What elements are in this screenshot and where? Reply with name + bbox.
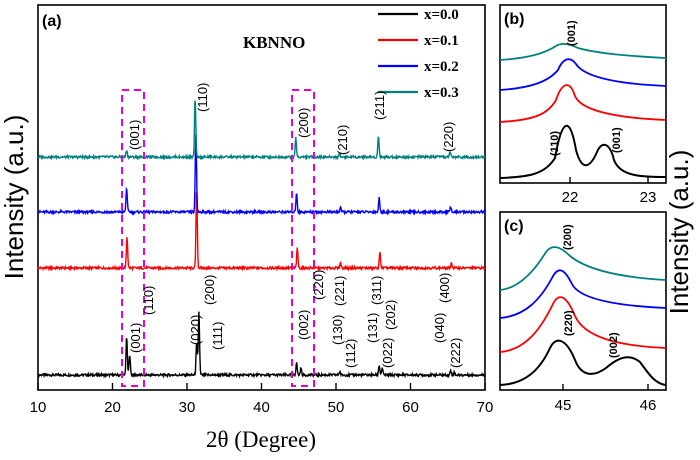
panel-a-ticklabel-50: 50: [328, 399, 345, 416]
highlight-box-001: [121, 89, 145, 387]
panel-a-title: KBNNO: [243, 33, 305, 52]
panel-c-hkl-200: (200): [562, 224, 574, 250]
panel-b-hkl-001: (001): [611, 127, 623, 153]
panel-c-curve-x03: [499, 246, 667, 291]
panel-b-ticklabel-22: 22: [562, 189, 579, 206]
panel-a-label: (a): [42, 13, 62, 30]
panel-a-ticklabel-30: 30: [179, 399, 196, 416]
panel-a-ticklabel-70: 70: [477, 399, 494, 416]
hkl-bottom-131: (131): [365, 313, 380, 343]
hkl-bottom-130: (130): [330, 315, 345, 345]
hkl-top-110: (110): [195, 83, 210, 112]
legend-label-x03: x=0.3: [424, 85, 459, 101]
panel-a-xaxis: 10 20 30 40 50 60 70: [30, 383, 494, 416]
panel-b-frame: [499, 4, 667, 184]
hkl-top-210: (210): [335, 125, 350, 155]
hkl-bottom-110: (110): [141, 286, 156, 315]
legend-label-x02: x=0.2: [424, 59, 459, 75]
panel-b-curve-x02: [499, 58, 667, 91]
hkl-top-211: (211): [372, 91, 387, 120]
panel-c-curve-x00: [499, 339, 667, 386]
panel-a-curve-x02: [37, 133, 486, 216]
panel-a-ticklabel-40: 40: [253, 399, 270, 416]
hkl-bottom-200: (200): [202, 275, 217, 305]
hkl-bottom-112: (112): [343, 339, 358, 368]
panel-c-hkl-002: (002): [608, 332, 620, 358]
panel-b-label: (b): [504, 11, 524, 28]
hkl-bottom-002: (002): [296, 310, 311, 340]
panel-c-hkl-220: (220): [563, 310, 575, 336]
highlight-box-200: [291, 89, 315, 387]
panel-c: (c) (200) (220) (002) 45 46: [499, 211, 667, 414]
xlabel: 2θ (Degree): [206, 427, 316, 452]
hkl-top-220: (220): [441, 122, 456, 152]
hkl-bottom-111: (111): [210, 322, 225, 350]
legend-label-x01: x=0.1: [424, 33, 459, 49]
panel-a: (a) KBNNO x=0.0 x=0.1 x=0.2 x=0.3 (001) …: [30, 4, 494, 416]
hkl-bottom-400: (400): [437, 273, 452, 303]
panel-a-curves: [37, 100, 486, 379]
panel-c-curve-x02: [499, 269, 667, 319]
hkl-bottom-020: (020): [188, 315, 203, 345]
panel-b: (b) (001) (110) (001) 22 23: [499, 4, 667, 206]
panel-b-curve-x03: [499, 42, 667, 61]
panel-a-ticklabel-60: 60: [402, 399, 419, 416]
panel-b-hkl-110: (110): [549, 131, 561, 156]
panel-b-ticklabel-23: 23: [640, 189, 657, 206]
panel-b-hkl-001-top: (001): [566, 20, 578, 46]
panel-a-curve-x01: [37, 192, 486, 272]
panel-a-curve-x00: [37, 311, 486, 379]
ylabel-left: Intensity (a.u.): [0, 115, 29, 280]
hkl-top-001: (001): [127, 120, 142, 150]
legend-label-x00: x=0.0: [424, 7, 459, 23]
panel-c-ticklabel-46: 46: [640, 397, 657, 414]
panel-b-curve-x01: [499, 84, 667, 123]
hkl-bottom-311: (311): [369, 276, 384, 305]
hkl-bottom-202: (202): [383, 300, 398, 330]
panel-c-label: (c): [504, 218, 524, 235]
hkl-bottom-221: (221): [332, 276, 347, 306]
panel-c-ticklabel-45: 45: [555, 397, 572, 414]
hkl-bottom-022: (022): [380, 338, 395, 368]
panel-b-curve-x00: [499, 124, 667, 179]
hkl-bottom-222: (222): [448, 338, 463, 368]
panel-a-ticklabel-20: 20: [104, 399, 121, 416]
hkl-top-200: (200): [296, 108, 311, 138]
hkl-bottom-040: (040): [432, 313, 447, 343]
panel-a-curve-x03: [37, 100, 486, 161]
hkl-bottom-220: (220): [311, 270, 326, 300]
panel-a-frame: [37, 4, 486, 391]
panel-a-ticklabel-10: 10: [30, 399, 47, 416]
ylabel-right: Intensity (a.u.): [664, 150, 694, 315]
legend: x=0.0 x=0.1 x=0.2 x=0.3: [378, 7, 459, 101]
panel-c-curve-x01: [499, 296, 667, 353]
hkl-bottom-001: (001): [128, 323, 143, 353]
